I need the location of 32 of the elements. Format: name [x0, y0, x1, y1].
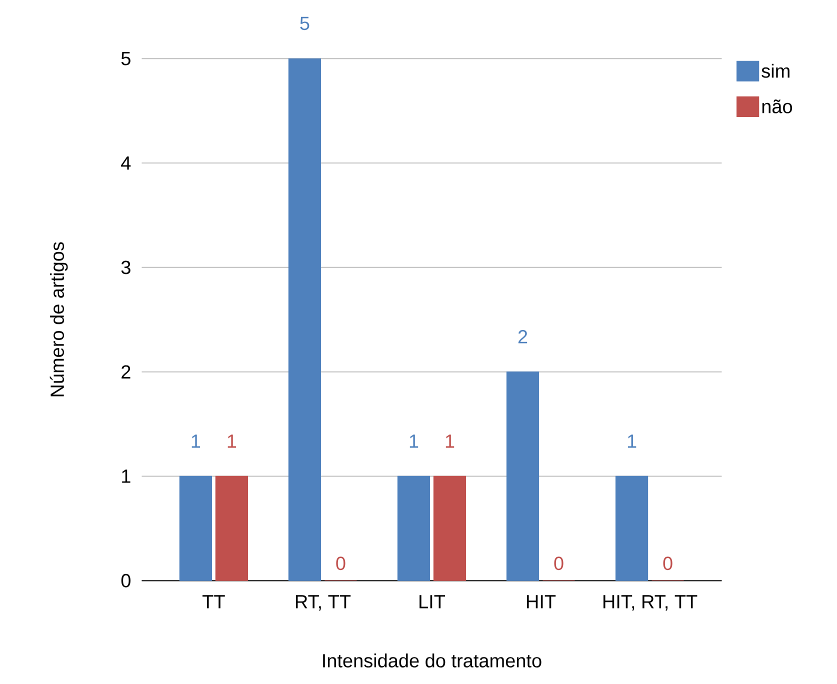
legend-label: não	[762, 99, 792, 114]
bar	[179, 476, 212, 581]
y-tick-label: 3	[121, 260, 130, 274]
x-tick-label: TT	[202, 595, 225, 608]
y-tick-label: 4	[121, 156, 131, 170]
bar	[615, 476, 648, 581]
legend-label: sim	[762, 64, 790, 78]
bar	[215, 476, 248, 581]
y-tick-label: 0	[121, 574, 130, 588]
y-tick-label: 1	[122, 470, 130, 483]
data-label: 0	[554, 556, 564, 570]
bar	[433, 476, 466, 581]
data-label: 1	[446, 434, 454, 448]
data-label: 5	[300, 16, 310, 30]
bar	[397, 476, 430, 581]
x-tick-label: LIT	[420, 595, 446, 608]
x-axis-title: Intensidade do tratamento	[323, 654, 542, 668]
y-axis-title: Número de artigos	[50, 242, 68, 396]
data-label: 1	[410, 434, 418, 448]
data-label: 2	[518, 330, 528, 344]
y-tick-label: 2	[122, 365, 130, 378]
x-tick-label: RT, TT	[296, 595, 351, 611]
data-label: 0	[336, 556, 346, 570]
bar	[288, 58, 322, 581]
x-tick-label: HIT	[527, 595, 556, 608]
y-tick-label: 5	[121, 52, 130, 66]
data-label: 0	[663, 556, 672, 570]
data-label: 1	[228, 434, 236, 448]
x-tick-label: HIT, RT, TT	[603, 595, 698, 611]
data-label: 1	[628, 434, 636, 448]
bar	[506, 372, 540, 581]
data-label: 1	[192, 434, 200, 448]
